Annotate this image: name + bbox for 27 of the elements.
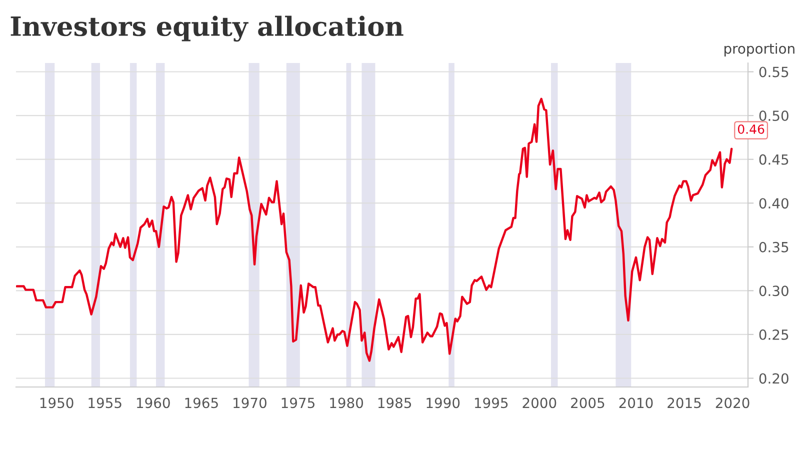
x-tick-label: 1950 [40,398,74,408]
annotation: 0.46 [738,124,764,134]
line-series [16,98,733,362]
x-tick-label: 1990 [426,398,460,408]
x-tick-label: 1985 [378,398,412,408]
x-tick-label: 1955 [88,398,122,408]
x-tick-label: 2020 [716,398,750,408]
x-tick-label: 2010 [619,398,653,408]
y-tick-label: 0.35 [759,242,788,252]
y-tick-label: 0.25 [759,329,788,340]
x-tick-label: 1995 [474,398,508,408]
x-tick-label: 1980 [330,398,364,408]
chart-title: Investors equity allocation [10,16,404,42]
y-tick-label: 0.50 [759,110,788,122]
x-tick-label: 1965 [185,398,218,408]
x-tick-label: 1960 [136,398,170,408]
y-tick-label: 0.45 [759,154,788,165]
y-tick-label: 0.20 [759,373,788,384]
y-axis-title: proportion [724,43,794,57]
y-tick-label: 0.40 [759,198,788,209]
x-tick-label: 2005 [571,398,604,408]
x-tick-label: 2015 [668,398,701,408]
y-tick-label: 0.55 [759,66,788,78]
y-tick-label: 0.30 [759,286,788,296]
x-tick-label: 1970 [234,398,266,408]
x-tick-label: 2000 [522,398,556,408]
x-tick-label: 1975 [282,398,314,408]
